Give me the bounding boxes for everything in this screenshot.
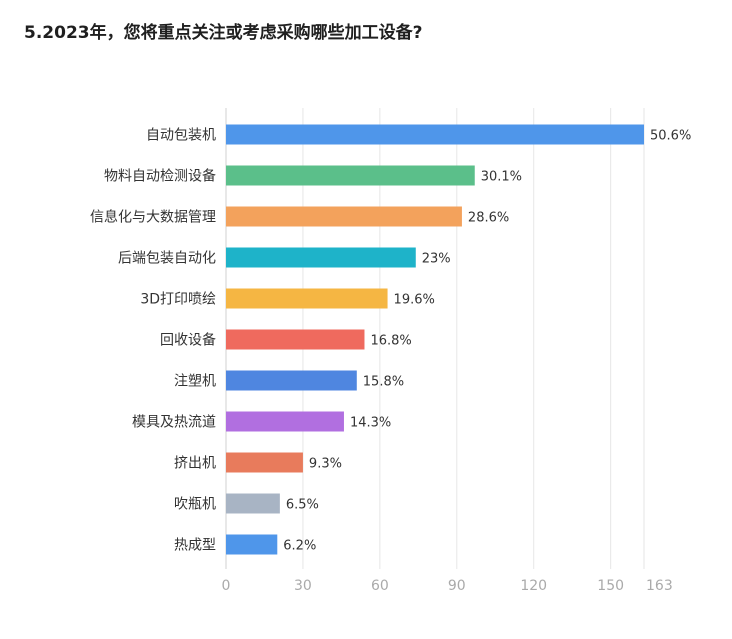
bar <box>226 411 344 432</box>
value-label: 6.5% <box>286 498 319 513</box>
bar <box>226 288 388 309</box>
x-tick-label: 150 <box>597 578 624 594</box>
bar <box>226 452 303 473</box>
x-tick-label: 90 <box>448 578 466 594</box>
bar <box>226 534 278 555</box>
bar <box>226 124 644 145</box>
bar <box>226 329 365 350</box>
value-label: 14.3% <box>350 416 391 431</box>
value-label: 15.8% <box>363 375 404 390</box>
x-tick-label: 60 <box>371 578 389 594</box>
bar <box>226 493 280 514</box>
category-label: 热成型 <box>174 538 216 554</box>
value-label: 16.8% <box>370 334 411 349</box>
value-label: 30.1% <box>481 170 522 185</box>
category-label: 后端包装自动化 <box>118 251 216 267</box>
bar <box>226 247 416 268</box>
chart-title: 5.2023年，您将重点关注或考虑采购哪些加工设备? <box>24 23 423 43</box>
category-label: 3D打印喷绘 <box>140 291 216 308</box>
category-label: 回收设备 <box>160 332 216 349</box>
category-label: 模具及热流道 <box>132 415 216 431</box>
category-label: 物料自动检测设备 <box>104 168 216 185</box>
value-label: 28.6% <box>468 211 509 226</box>
bar <box>226 370 357 391</box>
x-tick-label: 0 <box>222 578 231 594</box>
category-label: 挤出机 <box>174 456 216 472</box>
x-tick-label: 120 <box>520 578 547 594</box>
category-label: 吹瓶机 <box>174 497 216 513</box>
value-label: 19.6% <box>394 293 435 308</box>
value-label: 50.6% <box>650 129 691 144</box>
category-label: 信息化与大数据管理 <box>90 209 216 226</box>
x-tick-label: 163 <box>646 578 673 594</box>
bar <box>226 206 462 227</box>
value-label: 9.3% <box>309 457 342 472</box>
bar <box>226 165 475 186</box>
category-label: 注塑机 <box>174 374 216 390</box>
category-label: 自动包装机 <box>146 128 216 144</box>
x-tick-label: 30 <box>294 578 312 594</box>
value-label: 23% <box>422 252 451 267</box>
value-label: 6.2% <box>283 539 316 554</box>
